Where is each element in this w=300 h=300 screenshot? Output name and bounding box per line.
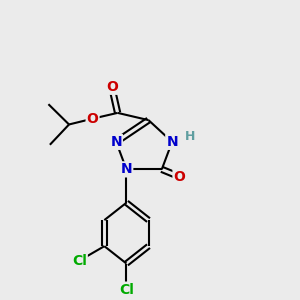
Text: H: H	[184, 130, 195, 143]
Text: O: O	[87, 112, 98, 126]
Text: O: O	[106, 80, 118, 94]
Text: N: N	[121, 162, 132, 176]
Text: N: N	[110, 135, 122, 149]
Text: O: O	[173, 169, 185, 184]
Text: N: N	[166, 135, 178, 149]
Text: Cl: Cl	[119, 283, 134, 297]
Text: Cl: Cl	[72, 254, 87, 268]
